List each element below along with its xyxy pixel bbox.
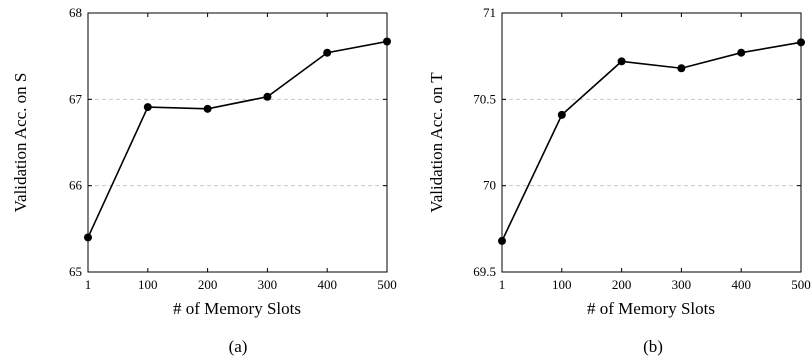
data-point	[383, 37, 391, 46]
y-tick-label: 67	[69, 91, 83, 106]
y-axis-ticks: 65 66 67 68	[69, 5, 387, 279]
x-axis-ticks: 1 100 200 300 400 500	[85, 13, 397, 292]
x-tick-label: 1	[85, 277, 92, 292]
y-tick-label: 66	[69, 178, 83, 193]
x-tick-label: 100	[138, 277, 158, 292]
x-tick-label: 500	[377, 277, 397, 292]
y-tick-label: 70	[483, 178, 496, 193]
x-tick-label: 300	[258, 277, 278, 292]
y-tick-label: 70.5	[473, 91, 496, 106]
data-point	[557, 110, 566, 119]
x-axis-ticks: 1 100 200 300 400 500	[499, 13, 811, 292]
data-point	[737, 48, 746, 57]
x-axis-label: # of Memory Slots	[173, 299, 301, 318]
panel-caption: (b)	[643, 337, 663, 356]
data-point	[143, 103, 152, 112]
x-axis-label: # of Memory Slots	[587, 299, 715, 318]
y-axis-label: Validation Acc. on T	[427, 72, 446, 213]
plot-frame	[501, 12, 802, 273]
data-point	[84, 233, 92, 242]
data-point	[677, 64, 686, 73]
data-point	[263, 92, 272, 101]
chart-panel-a: 1 100 200 300 400 500 65 66 67 68 # of Memory Sl…	[11, 5, 397, 356]
panel-caption: (a)	[229, 337, 248, 356]
x-tick-label: 400	[731, 277, 751, 292]
data-point	[323, 48, 332, 57]
series-line	[501, 41, 802, 242]
y-tick-label: 65	[69, 264, 82, 279]
x-tick-label: 200	[198, 277, 218, 292]
y-tick-label: 69.5	[473, 264, 496, 279]
grid-lines	[502, 98, 801, 187]
series-line	[87, 40, 388, 238]
x-tick-label: 300	[672, 277, 692, 292]
data-points	[84, 37, 391, 242]
x-tick-label: 1	[499, 277, 506, 292]
data-point	[203, 104, 212, 113]
chart-panel-b: 1 100 200 300 400 500 69.5 70 70.5 71 # of Memor…	[427, 5, 811, 356]
y-tick-label: 71	[483, 5, 496, 20]
grid-lines	[88, 98, 387, 187]
data-point	[617, 57, 626, 66]
y-tick-label: 68	[69, 5, 82, 20]
data-point	[498, 236, 506, 245]
data-points	[498, 38, 805, 245]
x-tick-label: 200	[612, 277, 632, 292]
y-axis-ticks: 69.5 70 70.5 71	[473, 5, 801, 279]
y-axis-label: Validation Acc. on S	[11, 73, 30, 213]
x-tick-label: 500	[791, 277, 811, 292]
x-tick-label: 400	[317, 277, 337, 292]
x-tick-label: 100	[552, 277, 572, 292]
data-point	[797, 38, 805, 47]
plot-frame	[87, 12, 388, 273]
